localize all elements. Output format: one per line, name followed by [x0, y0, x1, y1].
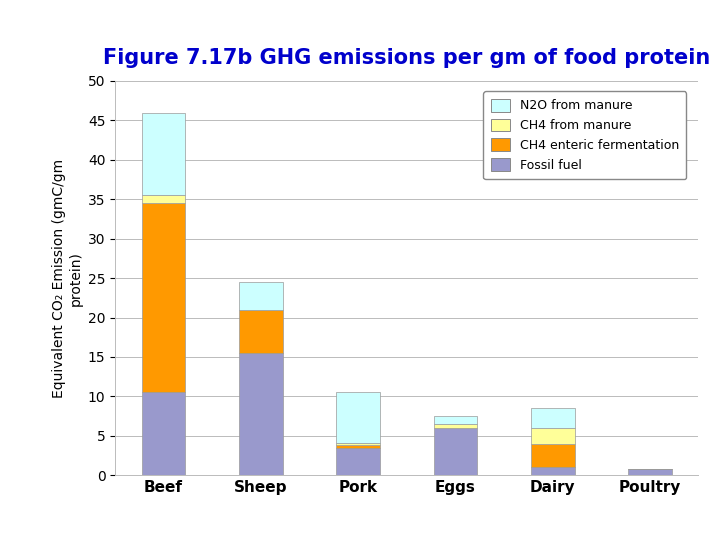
Title: Figure 7.17b GHG emissions per gm of food protein: Figure 7.17b GHG emissions per gm of foo… [103, 49, 711, 69]
Bar [531, 428, 575, 444]
Bar [531, 467, 575, 475]
Bar [336, 446, 380, 448]
Bar [433, 428, 477, 475]
Bar [531, 444, 575, 467]
Bar [628, 469, 672, 475]
Bar [336, 448, 380, 475]
Bar [142, 393, 186, 475]
Bar [142, 112, 186, 195]
Bar [433, 416, 477, 424]
Bar [239, 353, 283, 475]
Bar [336, 443, 380, 445]
Legend: N2O from manure, CH4 from manure, CH4 enteric fermentation, Fossil fuel: N2O from manure, CH4 from manure, CH4 en… [483, 91, 686, 179]
Bar [433, 424, 477, 428]
Bar [239, 282, 283, 309]
Bar [239, 309, 283, 353]
Bar [142, 203, 186, 393]
Y-axis label: Equivalent CO₂ Emission (gmC/gm
protein): Equivalent CO₂ Emission (gmC/gm protein) [52, 159, 82, 397]
Bar [336, 392, 380, 443]
Bar [142, 195, 186, 203]
Bar [531, 408, 575, 428]
